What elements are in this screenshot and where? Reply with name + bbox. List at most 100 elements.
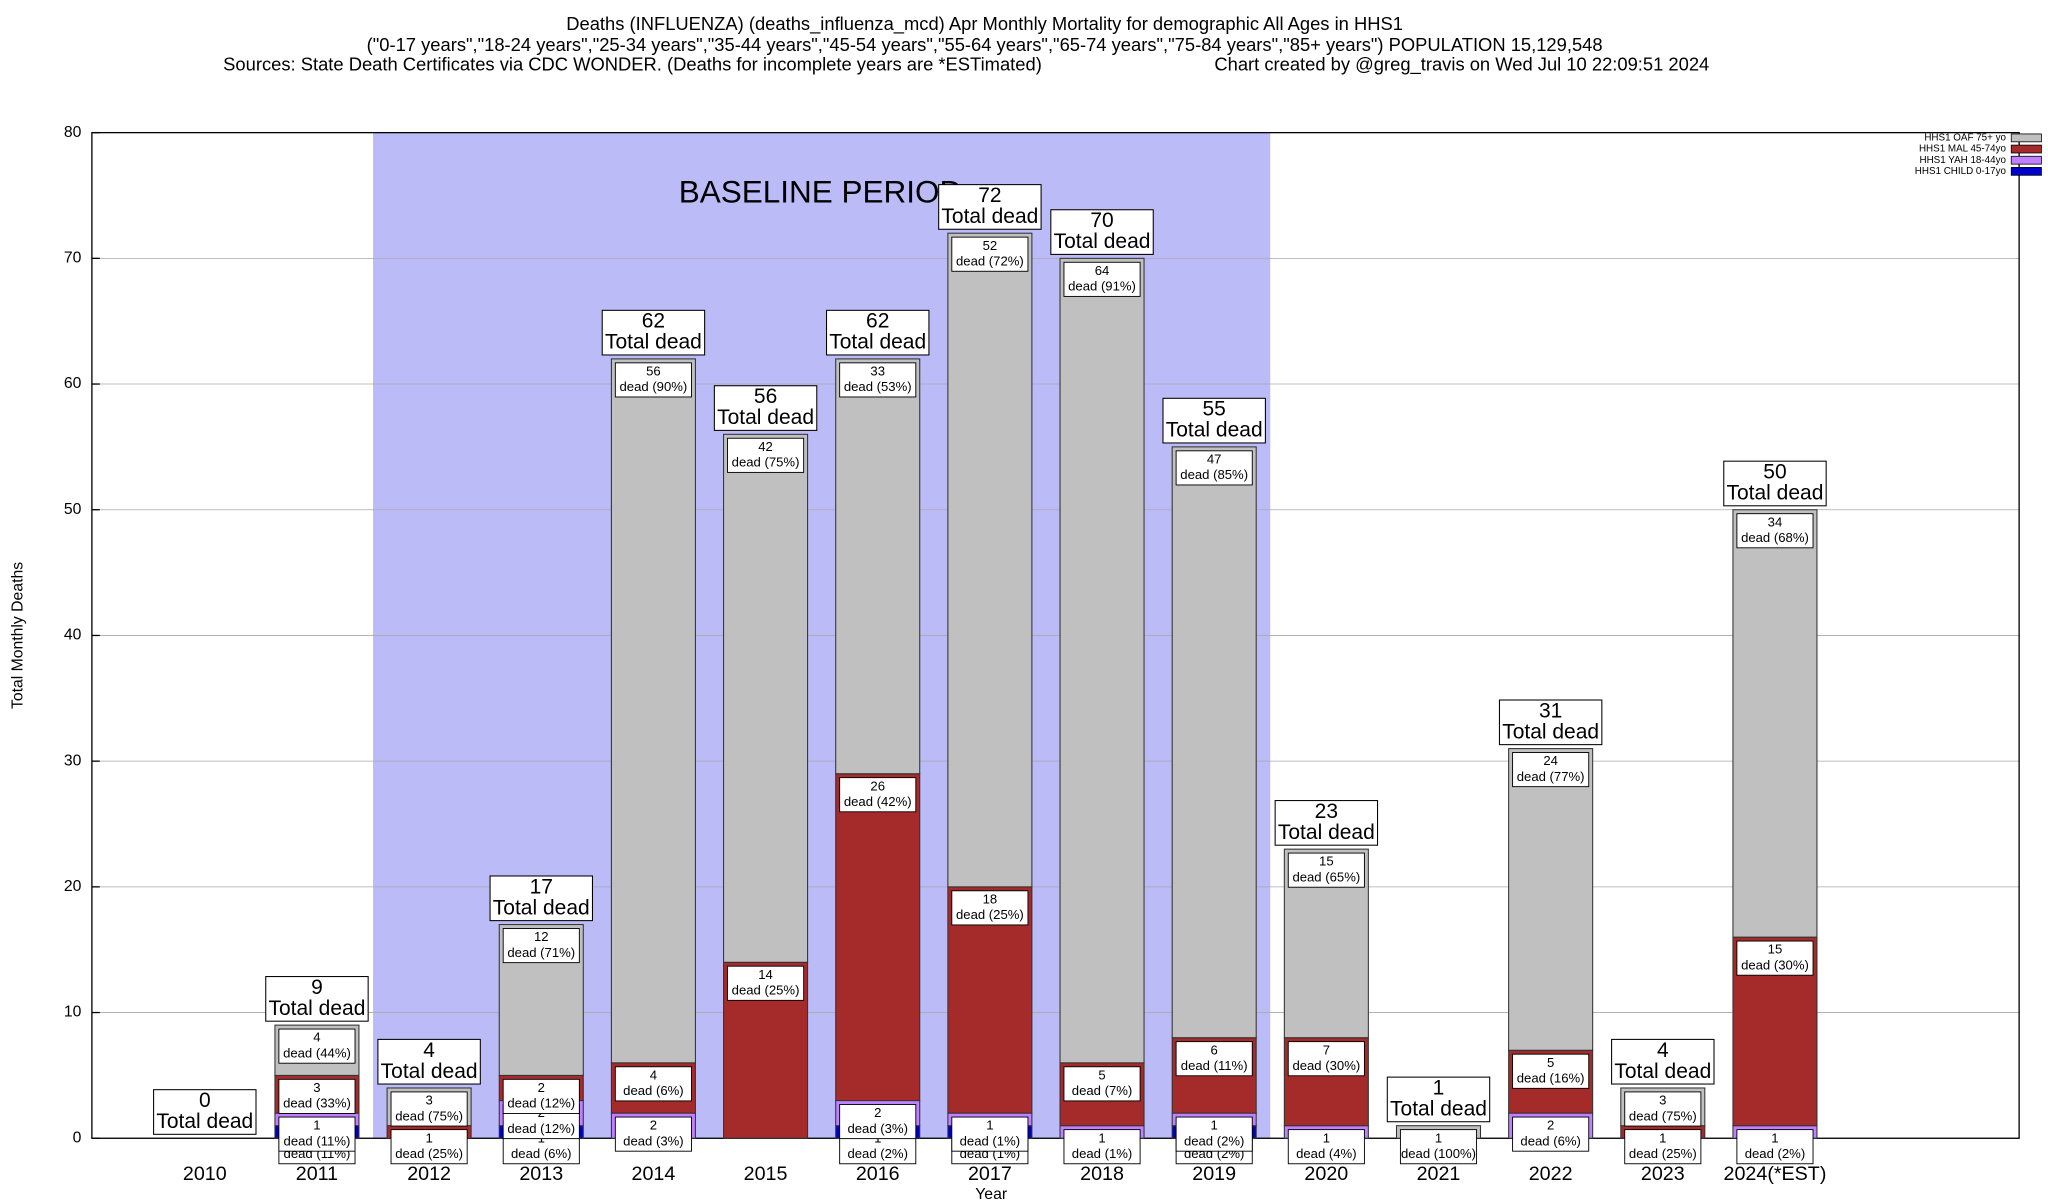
segment-label-value: 1 (1435, 1130, 1442, 1145)
segment-label-box (1287, 852, 1365, 888)
x-tick-label: 2016 (856, 1163, 900, 1185)
segment-label-share: dead (75%) (395, 1108, 463, 1123)
segment-label-share: dead (25%) (732, 983, 800, 998)
segment-label-share: dead (11%) (284, 1133, 351, 1148)
segment-label-share: dead (65%) (1292, 869, 1360, 884)
segment-label-share: dead (30%) (1741, 957, 1809, 972)
total-value: 4 (1657, 1039, 1669, 1062)
total-value: 4 (423, 1039, 435, 1062)
segment-label-value: 2 (874, 1105, 881, 1120)
total-box (153, 1089, 257, 1135)
bar-segment (723, 433, 809, 963)
total-value: 50 (1763, 461, 1786, 484)
segment-label-box (1175, 1041, 1253, 1077)
x-tick-label: 2013 (519, 1163, 563, 1185)
segment-label-value: 64 (1095, 263, 1110, 278)
segment-label-box (390, 1091, 468, 1127)
x-tick-label: 2018 (1080, 1163, 1124, 1185)
y-tick-label: 50 (64, 501, 82, 518)
segment-label-share: dead (4%) (1296, 1146, 1356, 1161)
segment-label-value: 2 (538, 1080, 545, 1095)
segment-label-share: dead (25%) (395, 1146, 463, 1161)
legend-label: HHS1 OAF 75+ yo (1924, 132, 2006, 143)
segment-label-value: 3 (425, 1093, 432, 1108)
segment-label-box (1175, 450, 1253, 486)
legend-swatch (2010, 144, 2042, 154)
segment-label-box (1736, 940, 1814, 976)
segment-label-value: 18 (983, 891, 998, 906)
segment-label-value: 34 (1768, 514, 1783, 529)
chart-subtitle: ("0-17 years","18-24 years","25-34 years… (367, 34, 1603, 55)
segment-label-share: dead (12%) (507, 1096, 575, 1111)
segment-label-box (1287, 1041, 1365, 1077)
x-tick-label: 2024(*EST) (1724, 1163, 1827, 1185)
total-label: Total dead (717, 406, 814, 429)
x-tick-label: 2015 (744, 1163, 788, 1185)
total-box (713, 385, 818, 431)
segment-label-box (1512, 1116, 1590, 1152)
segment-label-share: dead (44%) (283, 1045, 351, 1060)
segment-label-box (1399, 1129, 1478, 1165)
bar-segment (835, 773, 921, 1102)
segment-label-box (1063, 261, 1141, 297)
bar-segment (835, 358, 921, 775)
total-box (1611, 1038, 1715, 1085)
segment-label-share: dead (12%) (507, 1121, 575, 1136)
bar-segment (1171, 446, 1257, 1039)
segment-label-value: 1 (313, 1118, 320, 1133)
segment-label-box (502, 928, 580, 964)
segment-label-share: dead (75%) (1629, 1108, 1697, 1123)
y-tick-label: 60 (64, 375, 82, 392)
total-value: 62 (866, 310, 889, 333)
segment-label-share: dead (2%) (847, 1146, 907, 1161)
segment-label-box (1736, 513, 1814, 549)
segment-label-box (1512, 752, 1590, 788)
segment-label-value: 52 (983, 238, 998, 253)
x-tick-label: 2010 (183, 1163, 227, 1185)
segment-label-value: 4 (313, 1030, 320, 1045)
segment-label-value: 1 (986, 1118, 993, 1133)
segment-label-value: 7 (1323, 1042, 1330, 1057)
credit: Chart created by @greg_travis on Wed Jul… (1214, 54, 1709, 76)
y-tick-label: 10 (64, 1004, 82, 1021)
sources: Sources: State Death Certificates via CD… (223, 54, 1042, 75)
segment-label-share: dead (1%) (1072, 1146, 1132, 1161)
total-value: 31 (1539, 699, 1562, 722)
plot-frame (91, 131, 2020, 1139)
bar-segment (1059, 257, 1145, 1064)
segment-label-box (502, 1078, 580, 1114)
segment-label-value: 3 (313, 1080, 320, 1095)
segment-label-share: dead (1%) (960, 1133, 1020, 1148)
segment-label-value: 15 (1319, 854, 1334, 869)
total-box (377, 1038, 481, 1085)
segment-label-box (727, 965, 805, 1001)
total-box (1723, 460, 1827, 507)
segment-label-box (1624, 1129, 1702, 1165)
x-tick-label: 2017 (968, 1163, 1012, 1185)
x-tick-label: 2014 (632, 1163, 676, 1185)
x-tick-label: 2022 (1529, 1163, 1573, 1185)
legend-swatch (2010, 155, 2042, 165)
segment-label-share: dead (33%) (283, 1096, 351, 1111)
total-value: 23 (1315, 800, 1338, 823)
segment-label-share: dead (16%) (1517, 1071, 1585, 1086)
segment-label-box (614, 362, 692, 398)
total-label: Total dead (1502, 720, 1599, 743)
segment-label-value: 42 (758, 439, 773, 454)
y-tick-label: 0 (73, 1129, 82, 1146)
segment-label-value: 1 (1323, 1130, 1330, 1145)
segment-label-value: 1 (1659, 1130, 1666, 1145)
y-tick-label: 80 (64, 124, 82, 141)
total-value: 17 (530, 875, 553, 898)
chart-title: Deaths (INFLUENZA) (deaths_influenza_mcd… (566, 13, 1403, 35)
segment-label-share: dead (3%) (623, 1133, 683, 1148)
